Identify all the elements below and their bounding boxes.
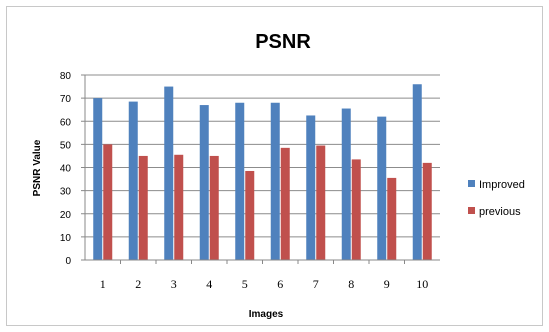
y-tick-label: 40 xyxy=(60,164,72,175)
x-tick-label: 8 xyxy=(348,277,354,291)
y-axis-label: PSNR Value xyxy=(32,139,43,196)
bar-improved-2 xyxy=(128,101,138,260)
bar-previous-5 xyxy=(245,170,255,260)
x-axis-label: Images xyxy=(249,309,284,320)
x-tick-label: 2 xyxy=(135,277,141,291)
legend: Improved previous xyxy=(468,179,525,218)
x-axis-ticks: 1 2 3 4 5 6 7 8 9 10 xyxy=(100,260,428,291)
legend-label-previous: previous xyxy=(479,206,521,218)
y-axis-ticks: 0 10 20 30 40 50 60 70 80 xyxy=(60,71,85,267)
bar-improved-3 xyxy=(164,86,174,260)
bar-previous-3 xyxy=(174,154,184,260)
y-tick-label: 50 xyxy=(60,140,72,151)
x-tick-label: 3 xyxy=(171,277,177,291)
bar-improved-4 xyxy=(199,105,209,260)
bar-previous-9 xyxy=(387,177,397,260)
bar-improved-7 xyxy=(306,115,316,260)
x-tick-label: 5 xyxy=(242,277,248,291)
bar-improved-1 xyxy=(93,98,103,260)
bar-previous-7 xyxy=(316,145,326,260)
x-tick-label: 10 xyxy=(416,277,428,291)
x-tick-label: 4 xyxy=(206,277,212,291)
bar-previous-8 xyxy=(351,159,361,260)
legend-label-improved: Improved xyxy=(479,179,525,191)
x-tick-label: 1 xyxy=(100,277,106,291)
y-tick-label: 70 xyxy=(60,94,72,105)
y-tick-label: 60 xyxy=(60,117,72,128)
y-tick-label: 0 xyxy=(65,256,71,267)
y-tick-label: 10 xyxy=(60,233,72,244)
legend-swatch-previous xyxy=(468,207,475,214)
y-tick-label: 30 xyxy=(60,187,72,198)
bar-improved-8 xyxy=(341,108,351,260)
legend-swatch-improved xyxy=(468,180,475,187)
gridlines xyxy=(85,74,440,238)
chart-title: PSNR xyxy=(255,31,311,53)
x-tick-label: 6 xyxy=(277,277,283,291)
x-tick-label: 9 xyxy=(384,277,390,291)
bar-previous-1 xyxy=(103,144,113,260)
y-tick-label: 80 xyxy=(60,71,72,82)
bar-previous-6 xyxy=(280,147,290,260)
bar-previous-2 xyxy=(138,155,148,260)
bar-previous-4 xyxy=(209,155,219,260)
bar-improved-5 xyxy=(235,102,245,260)
bars xyxy=(93,84,432,260)
bar-improved-9 xyxy=(377,116,387,260)
y-tick-label: 20 xyxy=(60,210,72,221)
bar-previous-10 xyxy=(422,162,432,260)
bar-improved-10 xyxy=(412,84,422,260)
bar-improved-6 xyxy=(270,102,280,260)
x-tick-label: 7 xyxy=(313,277,319,291)
